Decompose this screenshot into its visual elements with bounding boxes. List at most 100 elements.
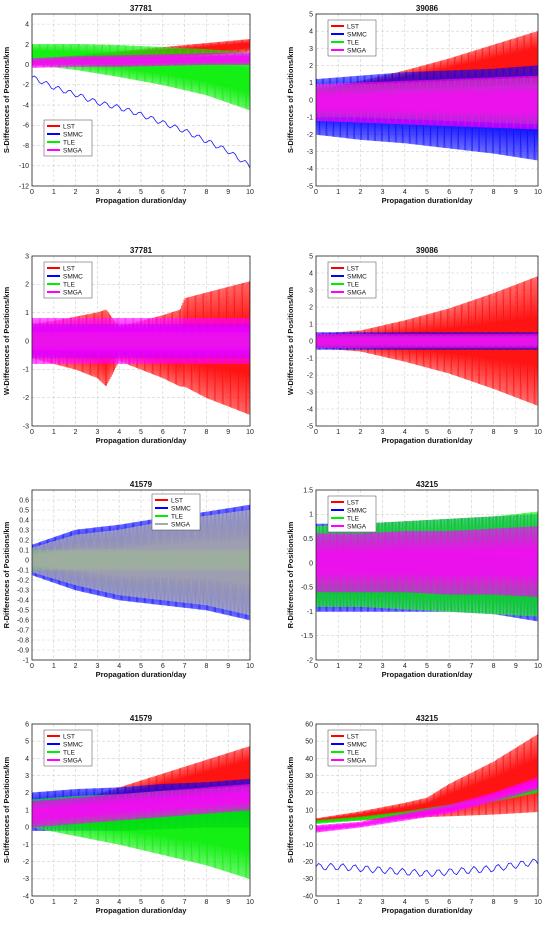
x-tick-label: 2 xyxy=(358,429,362,436)
x-tick-label: 1 xyxy=(336,899,340,906)
x-tick-label: 10 xyxy=(534,429,542,436)
y-tick-label: 0 xyxy=(309,825,313,832)
y-axis-label: S-Differences of Positions/km xyxy=(286,47,295,154)
y-tick-label: -10 xyxy=(19,163,29,170)
legend-label-smga: SMGA xyxy=(347,757,367,764)
y-tick-label: 0 xyxy=(25,62,29,69)
x-axis-label: Propagation duration/day xyxy=(382,196,474,205)
series-layer xyxy=(32,38,250,169)
x-tick-label: 10 xyxy=(246,899,254,906)
subplot-6: 0 1 2 3 4 5 6 7 8 9 10 -2 -1.5 -1 -0.5 0 0.5 1 1.5 43215 Pro… xyxy=(286,480,542,679)
x-tick-label: 0 xyxy=(314,663,318,670)
x-tick-label: 1 xyxy=(336,189,340,196)
y-tick-label: 30 xyxy=(305,773,313,780)
x-tick-label: 9 xyxy=(514,899,518,906)
x-tick-label: 3 xyxy=(381,899,385,906)
x-tick-label: 7 xyxy=(469,899,473,906)
x-tick-label: 7 xyxy=(183,899,187,906)
axes-frame xyxy=(31,13,251,187)
x-tick-label: 1 xyxy=(336,429,340,436)
x-tick-label: 0 xyxy=(314,189,318,196)
y-tick-label: 2 xyxy=(309,63,313,70)
x-tick-label: 4 xyxy=(117,189,121,196)
y-tick-label: -20 xyxy=(303,859,313,866)
x-tick-label: 8 xyxy=(492,899,496,906)
y-tick-label: 4 xyxy=(309,270,313,277)
y-tick-label: 1 xyxy=(309,321,313,328)
x-tick-label: 0 xyxy=(30,899,34,906)
y-tick-label: 3 xyxy=(25,773,29,780)
series-smmc-line xyxy=(316,858,538,878)
y-tick-label: -0.1 xyxy=(17,567,29,574)
y-tick-label: -4 xyxy=(23,893,29,900)
axes-frame xyxy=(315,255,539,427)
legend-label-lst: LST xyxy=(63,123,75,130)
series-layer xyxy=(32,746,250,879)
y-tick-label: -0.8 xyxy=(17,637,29,644)
x-tick-label: 0 xyxy=(314,899,318,906)
y-tick-label: 5 xyxy=(309,253,313,260)
y-tick-label: -0.6 xyxy=(17,617,29,624)
legend-label-smga: SMGA xyxy=(63,289,83,296)
y-tick-label: -1 xyxy=(23,367,29,374)
x-tick-label: 6 xyxy=(161,189,165,196)
x-tick-label: 4 xyxy=(403,189,407,196)
y-tick-label: 3 xyxy=(25,253,29,260)
x-tick-label: 8 xyxy=(204,899,208,906)
legend-label-smmc: SMMC xyxy=(347,31,367,38)
x-tick-label: 3 xyxy=(95,899,99,906)
x-tick-label: 5 xyxy=(139,189,143,196)
y-tick-label: -1.5 xyxy=(301,633,313,640)
subplot-3: 0 1 2 3 4 5 6 7 8 9 10 -3 -2 -1 0 1 2 3 37781 Propagation d… xyxy=(2,246,254,445)
legend-label-lst: LST xyxy=(171,497,183,504)
y-tick-label: -10 xyxy=(303,842,313,849)
subplot-4: 0 1 2 3 4 5 6 7 8 9 10 -5 -4 -3 -2 -1 0 1 2 3 4 5 39086 Propaga… xyxy=(286,246,542,445)
x-tick-label: 5 xyxy=(425,663,429,670)
y-axis-label: W-Differences of Positions/km xyxy=(286,287,295,396)
y-tick-label: -5 xyxy=(307,183,313,190)
series-layer xyxy=(32,504,250,621)
x-tick-label: 0 xyxy=(30,189,34,196)
x-axis-label: Propagation duration/day xyxy=(96,196,188,205)
subplot-5: 0 1 2 3 4 5 6 7 8 9 10 -1 -0.9 -0.8 -0.7 -0.6 -0.5 -0.4 -0… xyxy=(2,480,254,679)
y-tick-label: -2 xyxy=(307,372,313,379)
legend-label-tle: TLE xyxy=(171,513,184,520)
x-tick-label: 4 xyxy=(403,663,407,670)
legend-label-smmc: SMMC xyxy=(347,741,367,748)
y-axis-label: R-Differences of Positions/km xyxy=(2,521,11,628)
series-smmc-line xyxy=(32,75,250,169)
y-tick-label: -4 xyxy=(307,406,313,413)
y-tick-label: -2 xyxy=(307,132,313,139)
series-smga-line xyxy=(316,75,538,130)
legend-label-tle: TLE xyxy=(63,139,76,146)
series-smga-line xyxy=(316,777,538,833)
subplot-7: 0 1 2 3 4 5 6 7 8 9 10 -4 -3 -2 -1 0 1 2 3 4 5 6 41579 Propagat… xyxy=(2,714,254,915)
axes-frame xyxy=(315,13,539,187)
y-tick-label: -0.5 xyxy=(301,585,313,592)
x-tick-label: 9 xyxy=(514,429,518,436)
x-tick-label: 9 xyxy=(226,663,230,670)
series-smga-line xyxy=(32,783,250,828)
y-tick-label: 6 xyxy=(25,721,29,728)
y-tick-label: -1 xyxy=(23,657,29,664)
x-tick-label: 10 xyxy=(246,429,254,436)
x-tick-label: 10 xyxy=(246,189,254,196)
series-layer xyxy=(316,734,538,878)
x-tick-label: 4 xyxy=(117,899,121,906)
y-tick-label: 1.5 xyxy=(303,487,313,494)
series-layer xyxy=(316,511,538,622)
y-tick-label: -3 xyxy=(307,389,313,396)
x-tick-label: 6 xyxy=(161,429,165,436)
x-tick-label: 2 xyxy=(74,189,78,196)
chart-title: 39086 xyxy=(416,246,439,255)
x-tick-label: 9 xyxy=(514,663,518,670)
x-tick-label: 3 xyxy=(95,663,99,670)
x-tick-label: 4 xyxy=(403,899,407,906)
x-tick-label: 6 xyxy=(161,663,165,670)
x-tick-label: 3 xyxy=(95,189,99,196)
y-tick-label: 0.3 xyxy=(19,527,29,534)
